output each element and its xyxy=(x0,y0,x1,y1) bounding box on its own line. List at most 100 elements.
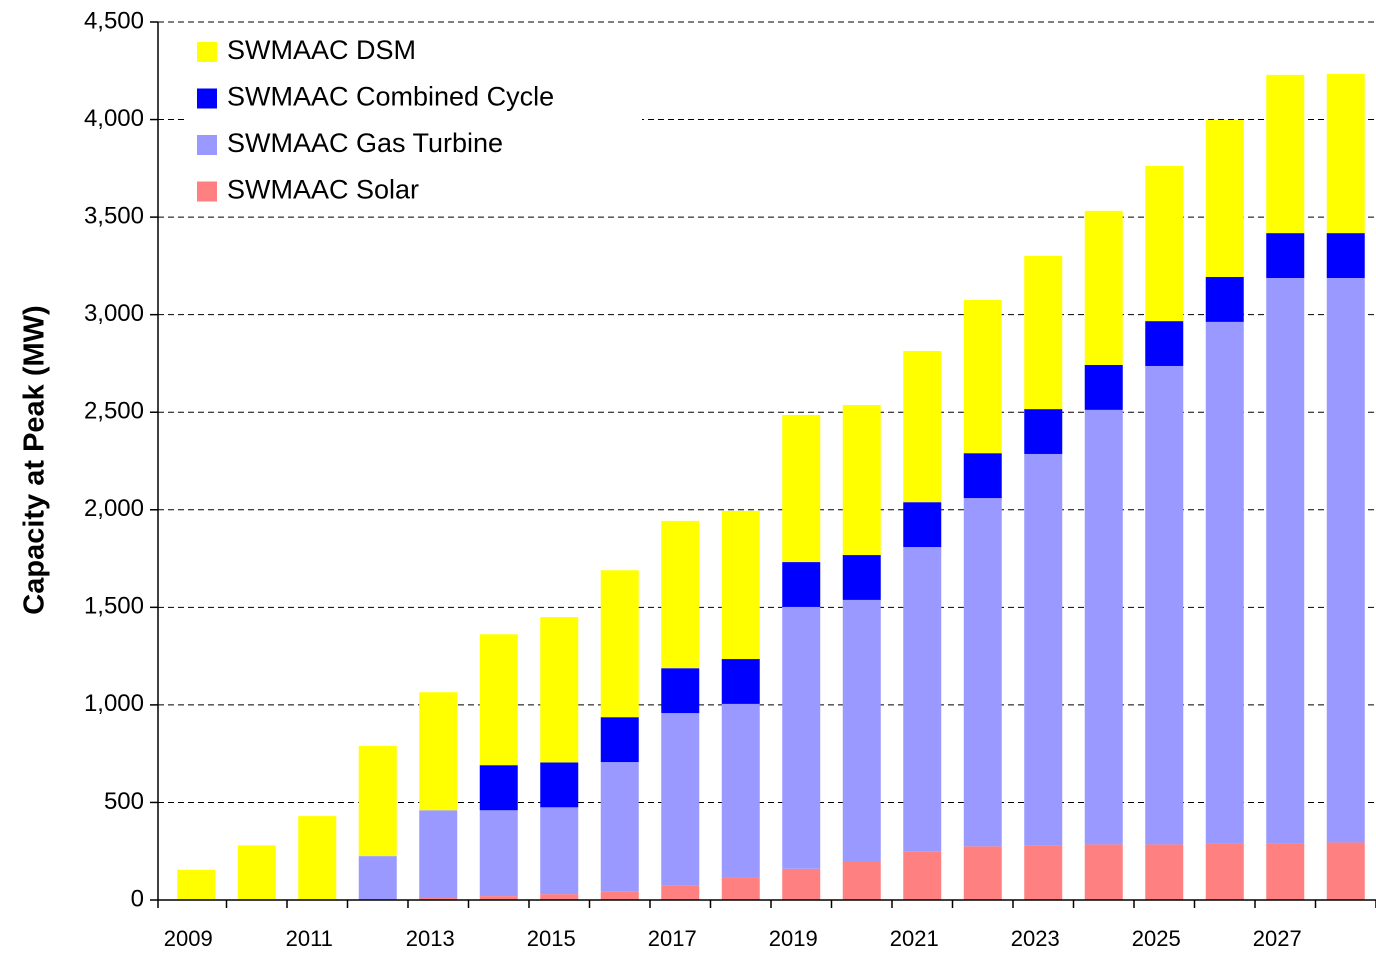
bar-segment xyxy=(1266,233,1305,278)
bar-segment xyxy=(721,510,760,660)
bar-segment xyxy=(1024,845,1063,900)
bar-segment xyxy=(1266,843,1305,900)
bar-segment xyxy=(963,453,1002,499)
legend-swatch xyxy=(197,88,217,109)
bar-segment xyxy=(1024,255,1063,410)
bar-segment xyxy=(1205,843,1244,900)
bar-segment xyxy=(1326,73,1365,234)
bar-segment xyxy=(540,762,579,808)
y-tick-label: 1,000 xyxy=(84,690,144,717)
bar-segment xyxy=(1266,277,1305,844)
bar-segment xyxy=(903,502,942,548)
bar-segment xyxy=(721,703,760,878)
x-tick-label: 2025 xyxy=(1132,926,1181,951)
legend: SWMAAC DSM SWMAAC Combined Cycle SWMAAC Ga… xyxy=(186,28,642,214)
bar-segment xyxy=(782,868,821,900)
bar-segment xyxy=(479,810,518,897)
x-tick-label: 2021 xyxy=(890,926,939,951)
bar-segment xyxy=(600,570,639,718)
legend-swatch xyxy=(197,181,217,202)
y-axis-title: Capacity at Peak (MW) xyxy=(19,305,51,614)
y-tick-label: 1,500 xyxy=(84,593,144,620)
legend-swatch xyxy=(197,135,217,155)
legend-swatch xyxy=(197,42,217,62)
x-tick-label: 2017 xyxy=(648,926,697,951)
y-tick-label: 4,000 xyxy=(84,105,144,132)
bar-segment xyxy=(903,350,942,503)
bar-segment xyxy=(842,405,881,556)
bar-segment xyxy=(1205,277,1244,322)
y-tick-label: 3,500 xyxy=(84,202,144,229)
bar-segment xyxy=(661,713,700,886)
legend-box xyxy=(186,28,642,214)
bar-segment xyxy=(1326,233,1365,278)
bar-segment xyxy=(661,885,700,900)
bar-segment xyxy=(1084,210,1123,366)
bar-segment xyxy=(903,851,942,900)
bar-segment xyxy=(782,414,821,563)
bar-segment xyxy=(963,498,1002,847)
legend-label: SWMAAC Combined Cycle xyxy=(227,82,554,112)
bar-segment xyxy=(963,846,1002,900)
bar-segment xyxy=(1084,409,1123,845)
bar-segment xyxy=(237,845,276,900)
bar-segment xyxy=(540,617,579,763)
bar-segment xyxy=(479,765,518,811)
y-tick-label: 500 xyxy=(104,788,144,815)
bar-segment xyxy=(1205,119,1244,278)
bar-segment xyxy=(479,634,518,766)
y-tick-label: 3,000 xyxy=(84,300,144,327)
y-tick-label: 0 xyxy=(131,885,144,912)
bar-segment xyxy=(1326,277,1365,843)
bar-segment xyxy=(358,856,397,900)
bar-segment xyxy=(600,762,639,892)
x-tick-label: 2019 xyxy=(769,926,818,951)
bar-segment xyxy=(782,562,821,607)
bar-segment xyxy=(721,659,760,704)
bar-segment xyxy=(298,816,337,900)
bar-segment xyxy=(842,555,881,600)
bar-segment xyxy=(721,877,760,900)
bar-segment xyxy=(1326,842,1365,900)
y-tick-label: 2,500 xyxy=(84,398,144,425)
bar-segment xyxy=(1266,74,1305,234)
bar-segment xyxy=(1024,453,1063,846)
bar-segment xyxy=(782,606,821,869)
bar-segment xyxy=(540,894,579,900)
bar-segment xyxy=(419,810,458,899)
x-tick-label: 2013 xyxy=(406,926,455,951)
bar-segment xyxy=(1145,165,1184,322)
bar-segment xyxy=(1205,321,1244,844)
bar-segment xyxy=(842,599,881,861)
legend-label: SWMAAC DSM xyxy=(227,35,416,65)
y-tick-label: 2,000 xyxy=(84,495,144,522)
bar-segment xyxy=(479,896,518,900)
y-tick-label: 4,500 xyxy=(84,7,144,34)
x-tick-label: 2011 xyxy=(286,926,333,951)
bar-segment xyxy=(419,898,458,900)
bar-segment xyxy=(177,869,216,900)
bar-segment xyxy=(661,520,700,669)
bar-segment xyxy=(842,860,881,900)
bar-segment xyxy=(1145,321,1184,366)
bar-segment xyxy=(600,717,639,763)
legend-label: SWMAAC Gas Turbine xyxy=(227,128,503,158)
bar-segment xyxy=(358,745,397,857)
bar-segment xyxy=(1084,365,1123,410)
legend-label: SWMAAC Solar xyxy=(227,175,419,205)
bar-segment xyxy=(661,668,700,714)
bar-segment xyxy=(419,692,458,811)
bar-segment xyxy=(1145,844,1184,900)
bar-segment xyxy=(600,891,639,900)
x-tick-label: 2023 xyxy=(1011,926,1060,951)
bar-segment xyxy=(1024,409,1063,454)
x-tick-label: 2027 xyxy=(1253,926,1302,951)
bar-segment xyxy=(963,300,1002,454)
bar-segment xyxy=(1084,844,1123,900)
x-tick-label: 2015 xyxy=(527,926,576,951)
bar-segment xyxy=(903,547,942,852)
bar-segment xyxy=(540,807,579,895)
x-tick-label: 2009 xyxy=(164,926,213,951)
bar-segment xyxy=(1145,365,1184,845)
